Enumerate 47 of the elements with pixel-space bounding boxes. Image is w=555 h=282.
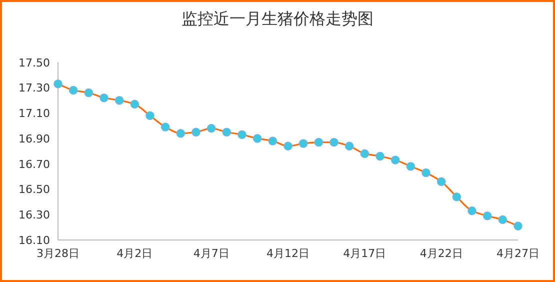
point [206, 124, 216, 133]
x-tick-label: 4月22日 [420, 247, 463, 260]
point [452, 192, 462, 202]
point [146, 111, 154, 120]
y-tick-label: 17.30 [18, 82, 50, 95]
point [390, 156, 400, 164]
point [222, 128, 232, 137]
point [298, 139, 308, 148]
point [68, 86, 78, 95]
y-tick-label: 17.50 [18, 56, 50, 70]
point [100, 93, 108, 102]
y-tick-label: 16.10 [18, 234, 50, 247]
point [360, 149, 370, 158]
x-tick-label: 4月2日 [116, 247, 153, 260]
y-tick-label: 16.70 [18, 158, 50, 171]
point [498, 215, 508, 224]
point [268, 136, 278, 146]
point [344, 142, 354, 150]
point [160, 122, 170, 132]
point [406, 162, 416, 171]
point [130, 100, 140, 109]
point [84, 88, 94, 98]
point [514, 222, 522, 230]
point [284, 142, 292, 150]
point [176, 128, 186, 138]
point [314, 138, 324, 147]
point [422, 168, 430, 178]
chart-title: 监控近一月生猪价格走势图 [182, 9, 374, 28]
y-tick-label: 17.10 [18, 107, 50, 120]
x-tick-label: 4月12日 [266, 247, 310, 260]
x-tick-label: 3月28日 [36, 247, 80, 260]
y-tick-label: 16.30 [18, 208, 50, 222]
point [482, 211, 492, 220]
x-tick-label: 4月7日 [193, 247, 230, 260]
point [468, 206, 476, 216]
point [252, 134, 262, 143]
point [238, 130, 246, 140]
x-tick-label: 4月17日 [343, 247, 386, 260]
y-tick-label: 16.50 [18, 183, 50, 196]
y-tick-label: 16.90 [18, 132, 50, 146]
point [54, 79, 62, 88]
point [376, 152, 384, 161]
point [192, 128, 200, 137]
point [330, 138, 338, 147]
x-tick-label: 4月27日 [496, 247, 540, 260]
point [436, 177, 446, 186]
point [114, 96, 124, 105]
